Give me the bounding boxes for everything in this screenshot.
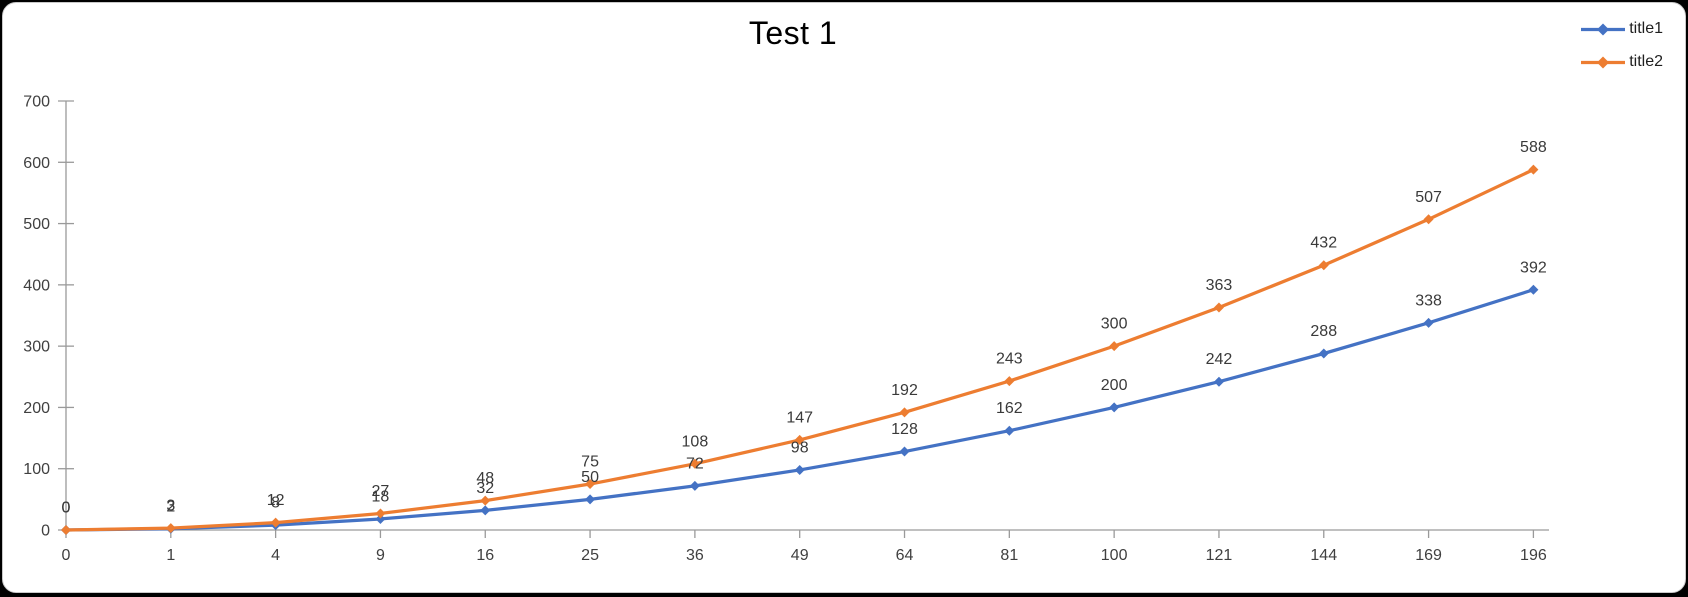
x-tick-label: 16 — [476, 547, 494, 564]
data-point-title2 — [1109, 341, 1120, 352]
data-label-title1: 8 — [271, 495, 280, 512]
data-point-title1 — [375, 513, 386, 524]
data-point-title1 — [1109, 402, 1120, 413]
y-tick-label: 600 — [23, 155, 50, 172]
data-point-title2 — [585, 479, 596, 490]
data-point-title1 — [585, 494, 596, 505]
data-label-title1: 72 — [686, 455, 704, 472]
y-tick-label: 200 — [23, 400, 50, 417]
legend-line-marker-icon — [1581, 23, 1626, 35]
data-label-title1: 392 — [1520, 259, 1547, 276]
data-label-title1: 98 — [791, 439, 809, 456]
x-tick-label: 81 — [1000, 547, 1018, 564]
data-point-title1 — [1213, 376, 1224, 387]
data-point-title2 — [270, 517, 281, 528]
x-tick-label: 0 — [62, 547, 71, 564]
data-label-title1: 50 — [581, 469, 599, 486]
data-point-title1 — [899, 446, 910, 457]
data-point-title2 — [899, 407, 910, 418]
data-point-title2 — [375, 508, 386, 519]
data-point-title2 — [480, 495, 491, 506]
data-point-title2 — [1318, 260, 1329, 271]
x-tick-label: 36 — [686, 547, 704, 564]
data-label-title1: 0 — [62, 500, 71, 517]
data-label-title1: 32 — [476, 480, 494, 497]
data-label-title1: 2 — [166, 498, 175, 515]
data-label-title2: 3 — [166, 498, 175, 515]
legend-label-series2: title2 — [1629, 53, 1663, 70]
x-tick-label: 64 — [896, 547, 914, 564]
legend-item-series1[interactable]: title1 — [1580, 20, 1663, 38]
data-label-title1: 288 — [1310, 323, 1337, 340]
data-point-title2 — [1004, 376, 1015, 387]
data-label-title2: 243 — [996, 351, 1023, 368]
data-label-title2: 147 — [786, 409, 813, 426]
chart-title: Test 1 — [748, 15, 838, 51]
x-tick-label: 25 — [581, 547, 599, 564]
data-label-title2: 48 — [476, 470, 494, 487]
data-label-title1: 18 — [372, 488, 390, 505]
diamond-marker-icon — [1597, 56, 1610, 68]
x-tick-label: 196 — [1520, 547, 1547, 564]
x-tick-label: 169 — [1415, 547, 1442, 564]
data-point-title2 — [794, 434, 805, 445]
data-point-title2 — [165, 523, 176, 534]
series-line-title2 — [64, 168, 1536, 532]
y-tick-label: 700 — [23, 94, 50, 111]
x-tick-label: 144 — [1310, 547, 1337, 564]
data-label-title2: 0 — [62, 500, 71, 517]
x-tick-label: 100 — [1101, 547, 1128, 564]
legend-label-series1: title1 — [1629, 20, 1663, 37]
data-point-title1 — [689, 480, 700, 491]
data-label-title2: 75 — [581, 454, 599, 471]
data-point-title2 — [689, 458, 700, 469]
x-tick-label: 9 — [376, 547, 385, 564]
y-tick-label: 0 — [41, 523, 50, 540]
data-label-title1: 162 — [996, 400, 1023, 417]
data-point-title2 — [1528, 164, 1539, 175]
x-tick-label: 121 — [1206, 547, 1233, 564]
y-tick-label: 500 — [23, 216, 50, 233]
diamond-marker-icon — [1597, 23, 1610, 35]
y-tick-label: 100 — [23, 461, 50, 478]
data-label-title2: 12 — [267, 492, 285, 509]
data-label-title2: 432 — [1310, 235, 1337, 252]
data-label-title2: 507 — [1415, 189, 1442, 206]
x-tick-label: 1 — [166, 547, 175, 564]
data-label-title2: 27 — [372, 483, 390, 500]
legend: title1 title2 — [1580, 20, 1663, 71]
data-point-title1 — [1423, 317, 1434, 328]
data-point-title1 — [1528, 284, 1539, 295]
legend-line-marker-icon — [1581, 56, 1626, 68]
x-tick-label: 4 — [271, 547, 280, 564]
data-point-title2 — [1423, 214, 1434, 225]
x-tick-label: 49 — [791, 547, 809, 564]
data-label-title2: 363 — [1206, 277, 1233, 294]
data-label-title1: 200 — [1101, 377, 1128, 394]
legend-item-series2[interactable]: title2 — [1580, 53, 1663, 71]
data-label-title2: 300 — [1101, 316, 1128, 333]
data-label-title2: 108 — [682, 433, 709, 450]
data-label-title2: 588 — [1520, 139, 1547, 156]
y-tick-label: 300 — [23, 339, 50, 356]
data-point-title1 — [1318, 348, 1329, 359]
data-label-title1: 128 — [891, 421, 918, 438]
data-point-title2 — [1213, 302, 1224, 313]
data-point-title1 — [480, 505, 491, 516]
data-label-title2: 192 — [891, 382, 918, 399]
data-point-title2 — [61, 525, 71, 535]
data-label-title1: 338 — [1415, 292, 1442, 309]
data-point-title1 — [1004, 425, 1015, 436]
y-tick-label: 400 — [23, 277, 50, 294]
data-point-title1 — [794, 464, 805, 475]
data-label-title1: 242 — [1206, 351, 1233, 368]
